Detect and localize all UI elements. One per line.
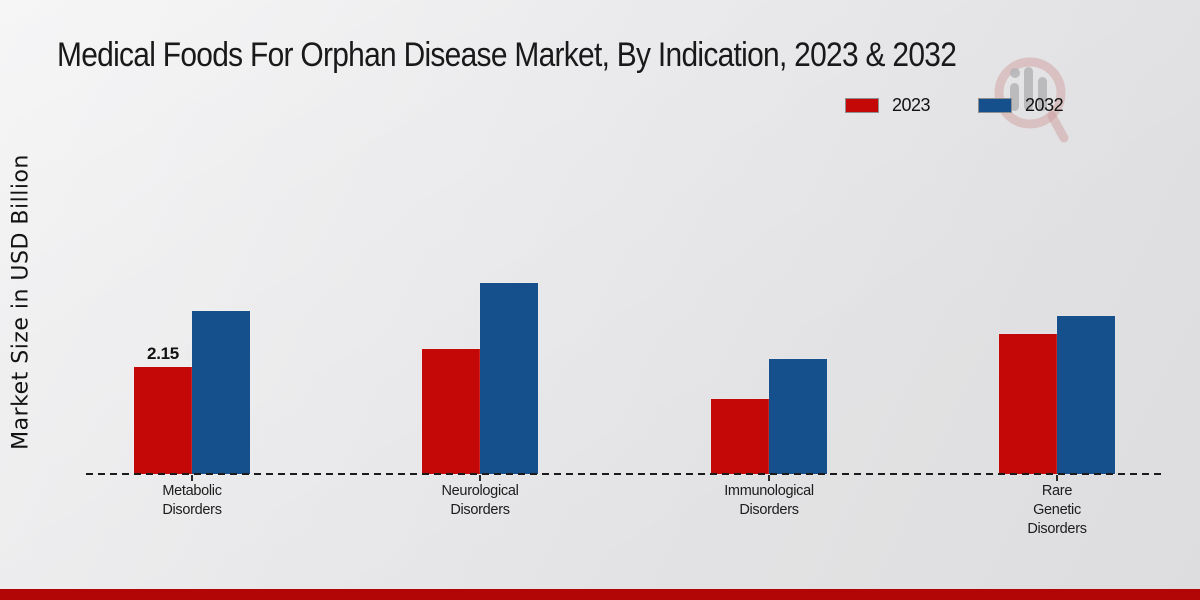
category-label: Immunological Disorders — [724, 483, 814, 518]
legend-label-2023: 2023 — [892, 95, 931, 115]
footer-accent-bar — [0, 589, 1200, 600]
bar-2023-rare-genetic-disorders — [999, 334, 1057, 474]
axis-tick — [479, 475, 481, 481]
bar-2023-neurological-disorders — [422, 349, 480, 474]
legend-item-2023: 2023 — [845, 95, 931, 116]
legend-label-2032: 2032 — [1025, 95, 1064, 115]
bar-2023-immunological-disorders — [711, 399, 769, 474]
y-axis-label: Market Size in USD Billion — [8, 154, 34, 450]
bar-2023-metabolic-disorders — [134, 367, 192, 474]
legend-swatch-2032 — [978, 98, 1013, 113]
legend-item-2032: 2032 — [978, 95, 1064, 116]
bar-group — [999, 0, 1115, 474]
market-research-logo-watermark-icon — [994, 57, 1069, 143]
axis-tick — [1056, 475, 1058, 481]
bar-value-label: 2.15 — [147, 344, 179, 363]
x-axis-dashed-baseline — [86, 473, 1164, 475]
axis-tick — [768, 475, 770, 481]
bar-group — [422, 0, 538, 474]
bar-2032-metabolic-disorders — [192, 311, 250, 474]
legend-swatch-2023 — [845, 98, 879, 113]
bar-2032-neurological-disorders — [480, 283, 538, 474]
axis-tick — [191, 475, 193, 481]
chart-legend: 2023 2032 — [845, 95, 1064, 116]
category-label: Metabolic Disorders — [162, 483, 222, 518]
category-label: Rare Genetic Disorders — [1027, 483, 1087, 537]
bar-2032-rare-genetic-disorders — [1057, 316, 1115, 474]
chart-title: Medical Foods For Orphan Disease Market,… — [57, 36, 957, 74]
bar-2032-immunological-disorders — [769, 359, 827, 474]
bar-group — [711, 0, 827, 474]
category-label: Neurological Disorders — [441, 483, 519, 518]
bar-group — [134, 0, 250, 474]
